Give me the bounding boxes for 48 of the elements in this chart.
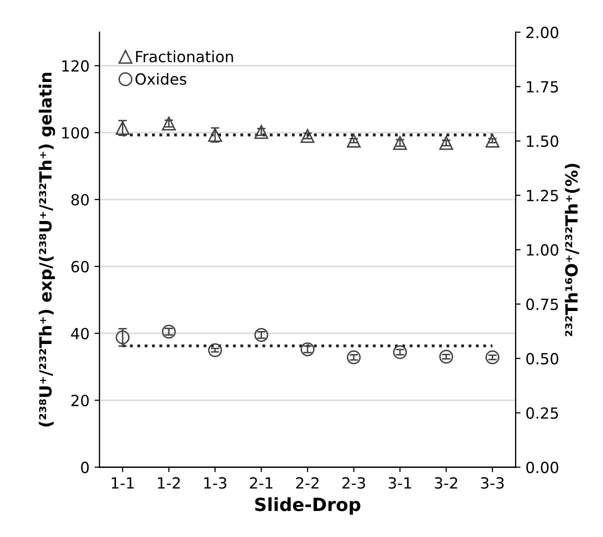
legend-label: Fractionation	[136, 50, 233, 62]
y2-axis-title: ²³²Th¹⁶O⁺/²³²Th⁺(%)	[564, 164, 580, 336]
y-tick-label: 80	[71, 194, 89, 206]
y-tick-label: 100	[62, 127, 89, 139]
point	[116, 330, 130, 344]
x-tick-label: 3-2	[434, 477, 458, 489]
x-tick-label: 3-3	[481, 477, 504, 489]
y-axis-title: (²³⁸U⁺/²³²Th⁺) exp/(²³⁸U⁺/²³²Th⁺) gelatin	[38, 72, 56, 426]
x-axis-title: Slide-Drop	[255, 497, 360, 515]
x-tick-label: 2-3	[342, 477, 366, 489]
point	[254, 328, 268, 342]
point	[393, 136, 407, 150]
y2-tick-label: 0.00	[526, 462, 558, 474]
point	[208, 343, 222, 358]
point	[439, 136, 454, 150]
point	[116, 120, 130, 135]
y2-tick-label: 1.75	[526, 81, 558, 93]
point	[208, 128, 222, 142]
point	[486, 350, 500, 364]
y2-tick-label: 1.00	[526, 244, 558, 256]
point	[346, 134, 361, 148]
x-tick-label: 3-1	[388, 477, 412, 489]
point	[393, 345, 407, 360]
y-tick-label: 0	[81, 462, 89, 474]
point	[486, 134, 500, 148]
y2-tick-label: 1.25	[526, 190, 558, 202]
point	[300, 342, 314, 356]
y2-tick-label: 0.75	[526, 298, 558, 310]
x-tick-label: 2-2	[296, 477, 318, 489]
point	[162, 324, 176, 339]
y-tick-label: 20	[71, 394, 89, 406]
point	[162, 116, 176, 131]
point	[300, 129, 314, 143]
y2-tick-label: 0.50	[526, 352, 558, 364]
x-tick-label: 1-1	[112, 477, 134, 489]
y-tick-label: 120	[62, 60, 89, 72]
x-tick-label: 1-3	[204, 477, 226, 489]
point	[439, 350, 454, 364]
legend-label: Oxides	[135, 72, 186, 85]
point	[346, 350, 361, 364]
y-tick-label: 60	[71, 260, 89, 272]
y-tick-label: 40	[71, 328, 89, 340]
x-tick-label: 2-1	[250, 477, 272, 489]
x-tick-label: 1-2	[158, 477, 180, 489]
y2-tick-label: 0.25	[526, 407, 558, 419]
y2-tick-label: 1.50	[526, 135, 558, 147]
point	[254, 124, 268, 139]
y2-tick-label: 2.00	[526, 26, 558, 38]
